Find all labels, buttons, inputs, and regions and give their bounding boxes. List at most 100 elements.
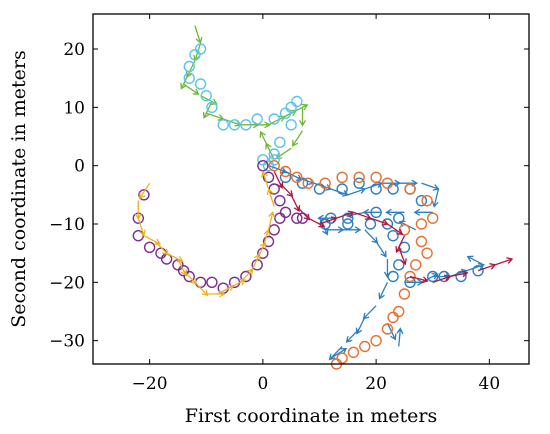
data-arrow (364, 229, 379, 244)
data-arrow (154, 241, 169, 256)
data-arrow (262, 229, 271, 248)
data-arrow (342, 226, 362, 234)
data-point (268, 148, 280, 160)
data-point (183, 60, 195, 73)
data-point (268, 159, 280, 172)
data-point (387, 311, 399, 324)
data-point (138, 189, 150, 201)
axis-ticks: −20 0 20 40 −30 −20 −10 0 10 20 (49, 14, 529, 394)
y-tick-label: 20 (63, 40, 85, 60)
data-arrow (362, 208, 382, 216)
data-point (387, 183, 399, 195)
data-point (262, 171, 275, 184)
data-arrow (194, 25, 203, 44)
plot-frame (92, 13, 530, 365)
data-point (364, 218, 377, 230)
data-point (455, 270, 467, 283)
series-1 (183, 43, 303, 172)
data-arrow (466, 255, 484, 266)
data-point (262, 235, 275, 248)
data-point (381, 177, 394, 189)
data-point (268, 113, 280, 125)
data-point (415, 235, 428, 248)
data-arrow (194, 281, 209, 297)
data-point (279, 165, 292, 178)
plot-marks (132, 25, 514, 370)
x-axis-label: First coordinate in meters (185, 405, 437, 427)
x-tick-label: 20 (365, 374, 387, 394)
data-arrow (183, 83, 200, 95)
data-arrow (345, 328, 360, 343)
x-tick-label: 0 (257, 374, 268, 394)
y-axis-label: Second coordinate in meters (8, 50, 30, 327)
data-point (132, 229, 144, 242)
data-arrow (362, 305, 377, 320)
data-point (194, 276, 207, 289)
data-point (387, 270, 399, 283)
data-point (206, 276, 218, 289)
data-point (251, 113, 263, 125)
x-tick-label: −20 (132, 374, 168, 394)
series-0 (180, 25, 309, 161)
data-arrow (378, 282, 389, 300)
series-4 (268, 159, 439, 370)
data-arrow (398, 247, 407, 266)
data-arrow (387, 223, 404, 235)
data-point (415, 218, 428, 230)
data-point (342, 218, 354, 230)
data-point (342, 212, 354, 224)
data-point (415, 194, 428, 207)
series-7 (134, 170, 276, 298)
data-point (398, 288, 411, 300)
data-point (393, 305, 405, 318)
data-arrow (449, 270, 469, 278)
data-point (370, 334, 382, 347)
data-point (410, 259, 422, 271)
data-point (296, 177, 309, 189)
data-point (359, 340, 371, 353)
data-point (393, 259, 405, 271)
data-point (291, 212, 303, 224)
data-point (268, 154, 280, 166)
data-point (279, 206, 292, 219)
series-3 (279, 171, 484, 289)
x-tick-label: 40 (479, 374, 501, 394)
data-point (143, 241, 156, 254)
data-point (279, 107, 292, 119)
data-point (336, 183, 348, 195)
data-point (404, 276, 416, 289)
data-point (268, 183, 280, 195)
data-point (370, 183, 382, 195)
data-point (336, 352, 348, 364)
data-point (387, 229, 399, 242)
data-point (398, 224, 411, 236)
data-point (427, 212, 439, 224)
data-arrow (279, 182, 294, 197)
data-point (347, 346, 360, 359)
data-arrow (375, 241, 387, 258)
data-arrow (383, 259, 391, 279)
data-point (472, 264, 484, 277)
data-point (183, 270, 195, 283)
data-arrow (409, 275, 429, 284)
data-arrow (259, 130, 270, 149)
data-point (285, 101, 297, 114)
data-point (302, 177, 314, 189)
data-point (291, 95, 303, 108)
data-point (274, 194, 286, 207)
data-point (257, 159, 269, 172)
data-point (370, 171, 382, 184)
data-arrow (266, 188, 275, 207)
data-point (200, 89, 212, 102)
data-point (240, 119, 252, 131)
y-tick-label: 0 (74, 157, 85, 177)
data-arrow (267, 211, 276, 230)
data-arrow (347, 187, 367, 196)
data-arrow (228, 278, 247, 289)
data-arrow (396, 327, 404, 347)
data-point (336, 171, 348, 184)
data-point (257, 154, 269, 166)
data-arrow (385, 208, 405, 216)
data-point (262, 159, 275, 172)
data-point (189, 49, 201, 61)
